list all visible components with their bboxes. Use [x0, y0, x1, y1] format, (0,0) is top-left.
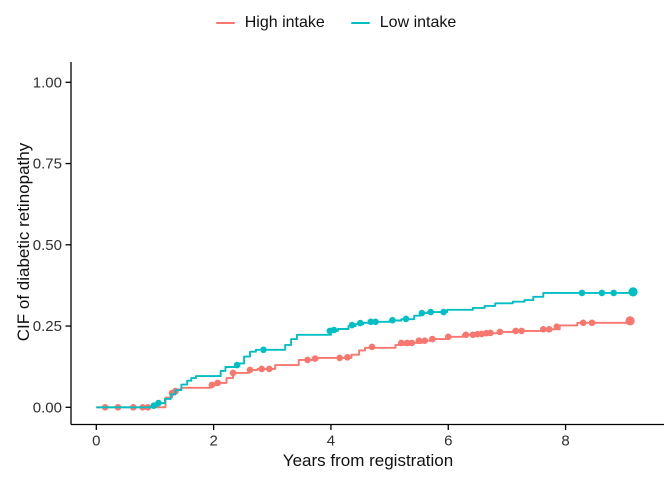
censor-dot-high-intake: [368, 343, 376, 351]
endpoint-dot-low-intake: [628, 287, 638, 297]
censor-dot-low-intake: [260, 346, 267, 354]
x-tick-label-0: 0: [92, 433, 100, 450]
censor-dot-high-intake: [462, 331, 470, 339]
y-tick-label-3: 0.75: [33, 156, 62, 173]
censor-dot-high-intake: [208, 381, 216, 389]
censor-dot-low-intake: [427, 308, 435, 316]
censor-dot-low-intake: [402, 315, 410, 323]
censor-dot-low-intake: [348, 321, 356, 329]
censor-dot-low-intake: [330, 326, 338, 334]
censor-dot-high-intake: [445, 333, 452, 341]
y-tick-label-1: 0.25: [33, 318, 62, 335]
legend-entry-high-intake: High intake: [215, 14, 325, 32]
x-tick-label-6: 6: [444, 433, 452, 450]
y-axis-title: CIF of diabetic retinopathy: [14, 142, 33, 342]
x-tick-label-4: 4: [327, 433, 335, 450]
series-low-intake: [96, 287, 638, 410]
censor-dot-high-intake: [258, 365, 266, 373]
y-tick-label-0: 0.00: [33, 399, 62, 416]
censor-dot-high-intake: [214, 379, 221, 387]
censor-dot-high-intake: [579, 319, 587, 327]
censor-dot-high-intake: [496, 328, 504, 336]
y-tick-label-2: 0.50: [33, 237, 62, 254]
censor-dot-high-intake: [229, 369, 237, 377]
x-tick-label-8: 8: [561, 433, 569, 450]
endpoint-dot-high-intake: [625, 316, 635, 326]
censor-dot-high-intake: [487, 329, 494, 337]
censor-dot-high-intake: [421, 337, 429, 345]
legend: High intake Low intake: [0, 14, 672, 32]
series-high-intake: [96, 316, 635, 411]
low-intake-line-key: [350, 21, 370, 25]
censor-dot-high-intake: [398, 339, 405, 347]
censor-dot-high-intake: [336, 354, 344, 362]
censor-dot-high-intake: [344, 354, 351, 361]
censor-dot-low-intake: [418, 309, 426, 317]
censor-dot-low-intake: [440, 308, 447, 316]
censor-dot-high-intake: [588, 319, 596, 327]
censor-dot-high-intake: [408, 339, 416, 347]
x-tick-label-2: 2: [209, 433, 217, 450]
censor-dot-low-intake: [155, 399, 162, 407]
x-axis-title: Years from registration: [282, 451, 454, 470]
censor-dot-high-intake: [545, 326, 553, 333]
censor-dot-low-intake: [578, 289, 586, 297]
censor-dot-high-intake: [266, 365, 273, 373]
y-tick-label-4: 1.00: [33, 74, 62, 91]
censor-dot-low-intake: [372, 318, 379, 326]
legend-label-high-intake: High intake: [244, 14, 325, 31]
censor-dot-high-intake: [518, 327, 525, 335]
censor-dot-high-intake: [512, 327, 519, 335]
censor-dot-high-intake: [311, 355, 319, 362]
censor-dot-high-intake: [246, 366, 254, 374]
censor-dot-high-intake: [553, 323, 561, 331]
censor-dot-high-intake: [429, 335, 436, 343]
legend-label-low-intake: Low intake: [379, 14, 457, 31]
censor-dot-high-intake: [540, 326, 547, 333]
legend-entry-low-intake: Low intake: [350, 14, 457, 32]
censor-dot-high-intake: [403, 339, 411, 347]
censor-dot-high-intake: [415, 337, 423, 345]
censor-dot-high-intake: [304, 356, 311, 364]
high-intake-line-key: [215, 21, 235, 25]
censor-dot-low-intake: [598, 289, 606, 297]
censor-dot-low-intake: [357, 319, 364, 327]
censor-dot-low-intake: [367, 318, 375, 326]
censor-dot-low-intake: [233, 361, 241, 369]
censor-dot-low-intake: [389, 316, 396, 324]
censor-dot-low-intake: [610, 289, 617, 297]
